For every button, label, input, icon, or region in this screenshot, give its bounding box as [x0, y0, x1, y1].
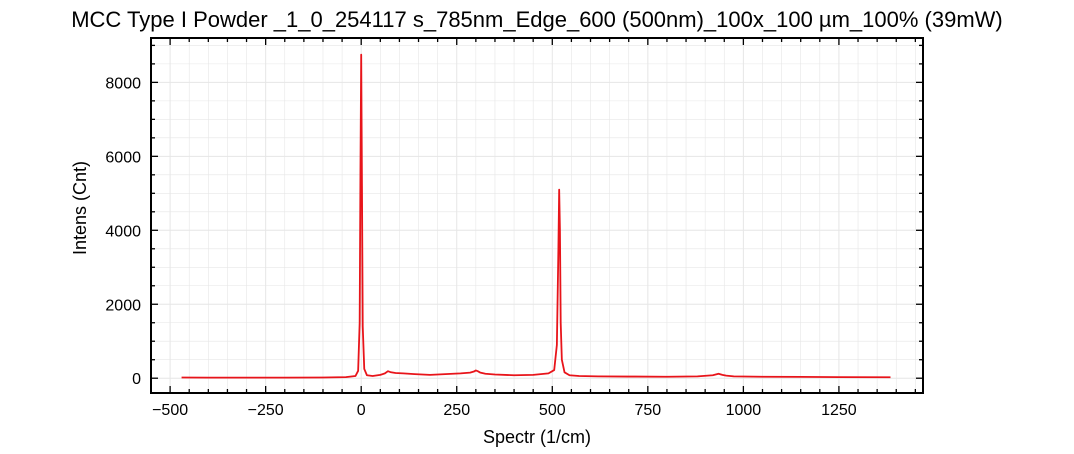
x-tick-label: 1000 [726, 402, 762, 419]
y-tick-labels: 0 2000 4000 6000 8000 [105, 75, 141, 388]
x-tick-label: 1250 [821, 402, 857, 419]
y-tick-label: 6000 [105, 149, 141, 166]
x-tick-label: 250 [443, 402, 470, 419]
x-tick-label: −250 [248, 402, 284, 419]
spectrum-line [181, 53, 891, 379]
y-tick-label: 2000 [105, 297, 141, 314]
grid [150, 38, 923, 393]
x-tick-labels: −500 −250 0 250 500 750 1000 1250 [152, 402, 857, 419]
y-axis-label: Intens (Cnt) [70, 161, 90, 255]
plot-frame [150, 37, 924, 394]
y-tick-label: 0 [132, 371, 141, 388]
x-axis-label: Spectr (1/cm) [483, 427, 591, 447]
x-tick-label: 0 [357, 402, 366, 419]
tick-marks [150, 38, 923, 393]
y-tick-label: 8000 [105, 75, 141, 92]
x-tick-label: −500 [152, 402, 188, 419]
x-tick-label: 500 [539, 402, 566, 419]
x-tick-label: 750 [634, 402, 661, 419]
series-layer [181, 53, 891, 379]
y-tick-label: 4000 [105, 223, 141, 240]
chart-title: MCC Type I Powder _1_0_254117 s_785nm_Ed… [71, 7, 1003, 32]
